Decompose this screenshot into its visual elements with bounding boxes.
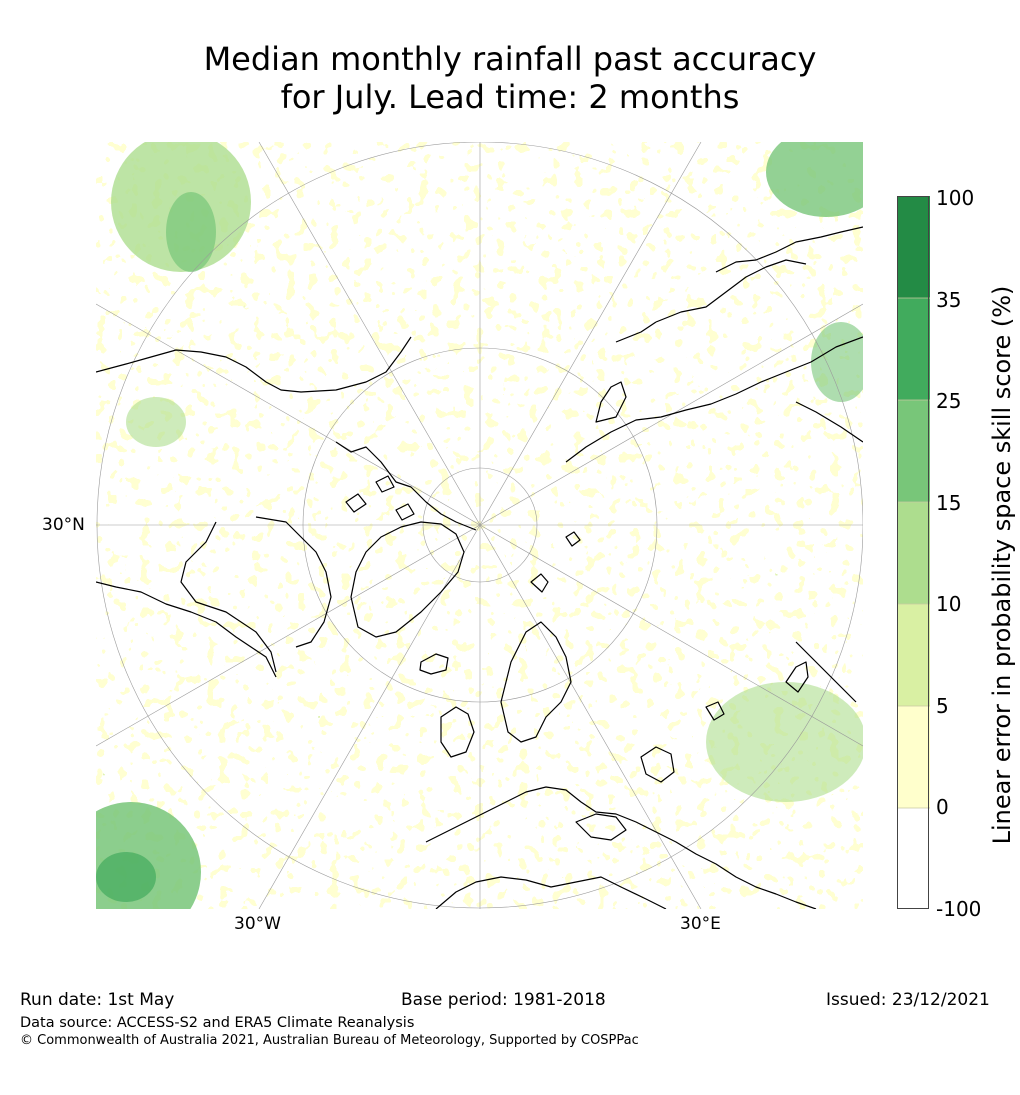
coast-scandinavia: [500, 621, 572, 743]
colorbar-band-5: [897, 706, 930, 809]
coast-mediterranean: [435, 876, 667, 909]
colorbar-tick-minus100: -100: [936, 897, 982, 921]
colorbar-tick-5: 5: [936, 694, 949, 718]
colorbar-band-3: [897, 502, 930, 605]
title-line-1: Median monthly rainfall past accuracy: [203, 40, 817, 78]
skill-patch-asia: [706, 682, 863, 802]
colorbar-band-6: [897, 808, 930, 910]
coast-east-siberia: [615, 226, 863, 343]
polar-map: [96, 142, 863, 909]
colorbar-tick-35: 35: [936, 288, 962, 312]
colorbar-band-4: [897, 604, 930, 707]
colorbar-tick-15: 15: [936, 491, 962, 515]
coast-alaska: [96, 336, 412, 393]
colorbar-tick-100: 100: [936, 186, 975, 210]
coast-greenland: [350, 521, 465, 638]
coast-us-west: [96, 581, 277, 678]
colorbar-title: Linear error in probability space skill …: [988, 285, 1016, 845]
coast-labrador: [255, 516, 332, 648]
base-period: Base period: 1981-2018: [401, 990, 606, 1010]
colorbar-frame: [897, 196, 929, 909]
colorbar-tick-10: 10: [936, 592, 962, 616]
coast-caspian: [640, 746, 675, 783]
colorbar-tick-0: 0: [936, 795, 949, 819]
skill-patch-w-atlantic: [126, 397, 186, 447]
coast-asia-east: [795, 401, 863, 703]
run-date: Run date: 1st May: [20, 990, 175, 1010]
colorbar: [897, 196, 930, 910]
coast-aral: [705, 701, 725, 721]
coast-canada-arctic: [335, 441, 477, 531]
lon-label-30w: 30°W: [234, 914, 281, 934]
title-line-2: for July. Lead time: 2 months: [280, 78, 740, 116]
colorbar-band-2: [897, 400, 930, 503]
lon-label-30e: 30°E: [680, 914, 721, 934]
coast-europe: [425, 786, 817, 909]
coast-russia-arctic: [565, 336, 863, 463]
skill-patch-sw-inner: [96, 852, 156, 902]
copyright: © Commonwealth of Australia 2021, Austra…: [20, 1033, 639, 1048]
coast-novaya-zemlya: [595, 381, 627, 423]
colorbar-band-0: [897, 196, 930, 299]
lat-label-30n: 30°N: [42, 515, 85, 535]
skill-patch-nw: [166, 192, 216, 272]
coast-franz-josef: [565, 531, 581, 547]
coast-svalbard: [530, 573, 549, 593]
issued-date: Issued: 23/12/2021: [826, 990, 990, 1010]
skill-patch-ne-corner: [766, 142, 863, 217]
colorbar-tick-25: 25: [936, 389, 962, 413]
coast-iceland: [419, 653, 449, 675]
colorbar-band-1: [897, 298, 930, 401]
chart-title: Median monthly rainfall past accuracy fo…: [0, 40, 1020, 116]
coast-japan: [785, 661, 809, 693]
coast-hudson: [180, 521, 277, 673]
coast-britain: [440, 706, 475, 758]
coast-taymyr: [655, 259, 807, 323]
coast-black-sea: [575, 813, 627, 841]
coastlines: [96, 226, 863, 909]
data-source: Data source: ACCESS-S2 and ERA5 Climate …: [20, 1015, 415, 1031]
coast-canadian-islands: [345, 475, 415, 521]
